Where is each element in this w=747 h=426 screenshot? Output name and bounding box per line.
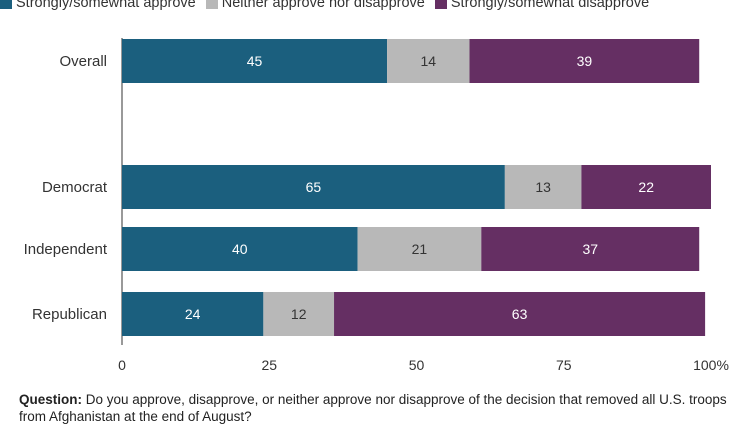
category-label: Independent	[24, 241, 108, 258]
data-label: 14	[420, 53, 436, 69]
legend: Strongly/somewhat approve Neither approve…	[0, 0, 649, 16]
bar-segment	[357, 227, 482, 271]
legend-item: Neither approve nor disapprove	[205, 0, 425, 16]
legend-item: Strongly/somewhat disapprove	[434, 0, 650, 16]
question-note: Question: Do you approve, disapprove, or…	[19, 391, 739, 425]
bar-segment	[122, 227, 358, 271]
x-tick-label: 50	[409, 357, 425, 373]
bar-segment	[122, 165, 505, 209]
bar-segment	[481, 227, 700, 271]
category-label: Democrat	[42, 179, 108, 196]
category-label: Republican	[32, 306, 107, 323]
bar-segment	[122, 292, 264, 336]
legend-label: Strongly/somewhat disapprove	[450, 0, 650, 11]
question-prefix: Question:	[19, 392, 82, 407]
x-tick-label: 25	[261, 357, 277, 373]
x-tick-label: 100%	[693, 357, 729, 373]
bar-segment	[263, 292, 335, 336]
data-label: 13	[535, 179, 551, 195]
bar-segment	[334, 292, 706, 336]
data-label: 37	[582, 241, 598, 257]
data-label: 63	[512, 306, 528, 322]
bar-segment	[122, 39, 388, 83]
x-tick-label: 75	[556, 357, 572, 373]
category-label: Overall	[59, 53, 107, 70]
stacked-bar-chart: Overall 45 14 39 Democrat 65 13 22 Independent 40…	[24, 38, 729, 373]
data-label: 39	[577, 53, 593, 69]
data-label: 24	[185, 306, 201, 322]
data-label: 12	[291, 306, 307, 322]
data-label: 21	[412, 241, 428, 257]
bar-segment	[469, 39, 700, 83]
legend-label: Neither approve nor disapprove	[221, 0, 425, 11]
x-tick-label: 0	[118, 357, 126, 373]
bar-segment	[504, 165, 582, 209]
question-text: Do you approve, disapprove, or neither a…	[19, 392, 727, 424]
legend-item: Strongly/somewhat approve	[0, 0, 196, 16]
data-label: 40	[232, 241, 248, 257]
legend-swatch	[434, 0, 447, 9]
data-label: 45	[247, 53, 263, 69]
data-label: 22	[638, 179, 654, 195]
data-label: 65	[306, 179, 322, 195]
bar-segment	[581, 165, 711, 209]
legend-swatch	[0, 0, 12, 9]
bar-segment	[387, 39, 470, 83]
legend-swatch	[205, 0, 218, 9]
legend-label: Strongly/somewhat approve	[16, 0, 196, 11]
